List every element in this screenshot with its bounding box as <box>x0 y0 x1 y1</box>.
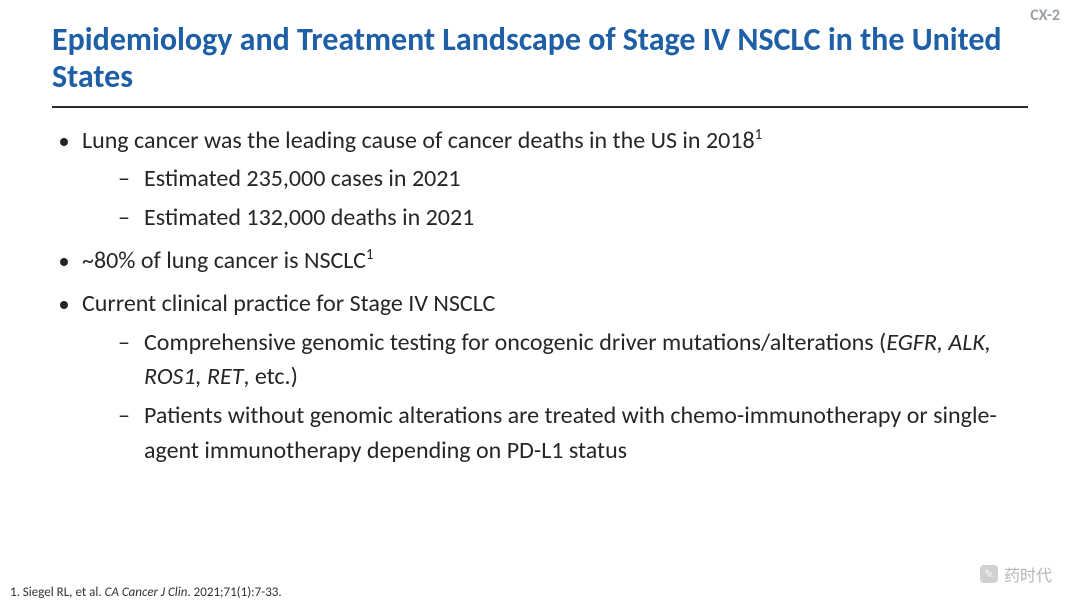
watermark: ✎ 药时代 <box>980 562 1052 586</box>
sub-bullet-text: Estimated 235,000 cases in 2021 <box>144 164 461 193</box>
sub-bullet-text: Comprehensive genomic testing for oncoge… <box>144 328 886 357</box>
footnote: 1. Siegel RL, et al. CA Cancer J Clin. 2… <box>10 585 282 600</box>
sub-bullet-item: Estimated 235,000 cases in 2021 <box>118 162 1028 197</box>
sub-bullet-text: Estimated 132,000 deaths in 2021 <box>144 203 474 232</box>
sub-bullet-list: Estimated 235,000 cases in 2021 Estimate… <box>82 162 1028 236</box>
sub-bullet-item: Comprehensive genomic testing for oncoge… <box>118 326 1028 396</box>
footnote-suffix: . 2021;71(1):7-33. <box>187 585 281 600</box>
bullet-text: Lung cancer was the leading cause of can… <box>82 126 755 155</box>
superscript-ref: 1 <box>755 125 763 143</box>
bullet-list: Lung cancer was the leading cause of can… <box>52 124 1028 469</box>
bullet-item: ~80% of lung cancer is NSCLC1 <box>52 244 1028 279</box>
watermark-text: 药时代 <box>1004 562 1052 586</box>
bullet-item: Lung cancer was the leading cause of can… <box>52 124 1028 236</box>
title-rule <box>52 106 1028 108</box>
bullet-item: Current clinical practice for Stage IV N… <box>52 287 1028 469</box>
footnote-journal: CA Cancer J Clin <box>105 585 188 600</box>
slide-number: CX-2 <box>1030 6 1060 25</box>
sub-bullet-text-after: , etc.) <box>243 362 297 391</box>
sub-bullet-item: Patients without genomic alterations are… <box>118 399 1028 469</box>
superscript-ref: 1 <box>366 245 374 263</box>
slide-title: Epidemiology and Treatment Landscape of … <box>52 12 1028 106</box>
bullet-text: Current clinical practice for Stage IV N… <box>82 289 495 318</box>
slide-body: Lung cancer was the leading cause of can… <box>52 124 1028 469</box>
bullet-text: ~80% of lung cancer is NSCLC <box>82 246 366 275</box>
sub-bullet-text: Patients without genomic alterations are… <box>144 401 997 465</box>
sub-bullet-item: Estimated 132,000 deaths in 2021 <box>118 201 1028 236</box>
slide: CX-2 Epidemiology and Treatment Landscap… <box>0 0 1080 608</box>
footnote-prefix: 1. Siegel RL, et al. <box>10 585 105 600</box>
watermark-icon: ✎ <box>980 565 998 583</box>
sub-bullet-list: Comprehensive genomic testing for oncoge… <box>82 326 1028 469</box>
